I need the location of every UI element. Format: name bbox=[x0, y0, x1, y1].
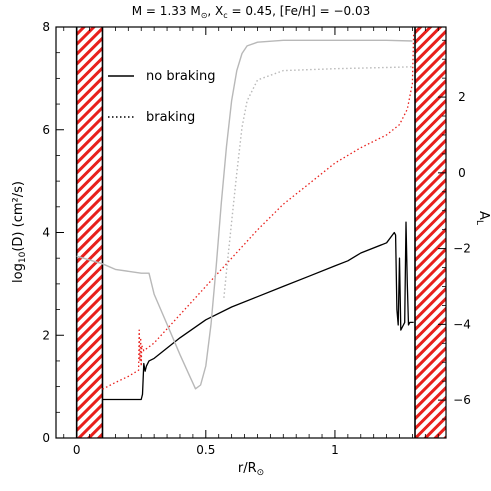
series-line-black-solid bbox=[102, 221, 414, 401]
hatched-region-0 bbox=[76, 27, 103, 438]
hatched-region-1 bbox=[415, 27, 446, 438]
y-tick-label: 8 bbox=[42, 20, 50, 34]
plot-frame bbox=[55, 26, 447, 439]
y2-tick-label: −6 bbox=[453, 393, 471, 407]
chart-title: M = 1.33 M⊙, Xc = 0.45, [Fe/H] = −0.03 bbox=[132, 4, 370, 20]
x-axis-title: r/R⊙ bbox=[238, 461, 264, 478]
y-axis-title: log10(D) (cm²/s) bbox=[11, 181, 28, 283]
y-tick-label: 2 bbox=[42, 328, 50, 342]
hatched-regions bbox=[75, 27, 446, 438]
legend-label-no-braking: no braking bbox=[146, 69, 216, 84]
axes: 0 0.5 1 0 2 4 6 8 −6 −4 −2 0 2 bbox=[42, 20, 470, 457]
y-tick-label: 4 bbox=[42, 226, 50, 240]
x-tick-label: 0.5 bbox=[196, 443, 215, 457]
y2-tick-label: 0 bbox=[458, 166, 466, 180]
y-tick-label: 0 bbox=[42, 431, 50, 445]
series-layer bbox=[76, 32, 415, 401]
series-line-red-dotted bbox=[102, 32, 415, 390]
series-line-gray-solid bbox=[76, 39, 413, 390]
x-tick-label: 0 bbox=[73, 443, 81, 457]
y-tick-label: 6 bbox=[42, 123, 50, 137]
legend: no braking braking bbox=[108, 69, 216, 125]
series-line-gray-dotted bbox=[223, 66, 413, 298]
y2-tick-label: −2 bbox=[453, 242, 471, 256]
y2-axis-title: AL bbox=[474, 211, 491, 225]
y2-tick-label: −4 bbox=[453, 317, 471, 331]
y2-tick-label: 2 bbox=[458, 90, 466, 104]
x-tick-label: 1 bbox=[331, 443, 339, 457]
legend-label-braking: braking bbox=[146, 110, 195, 125]
